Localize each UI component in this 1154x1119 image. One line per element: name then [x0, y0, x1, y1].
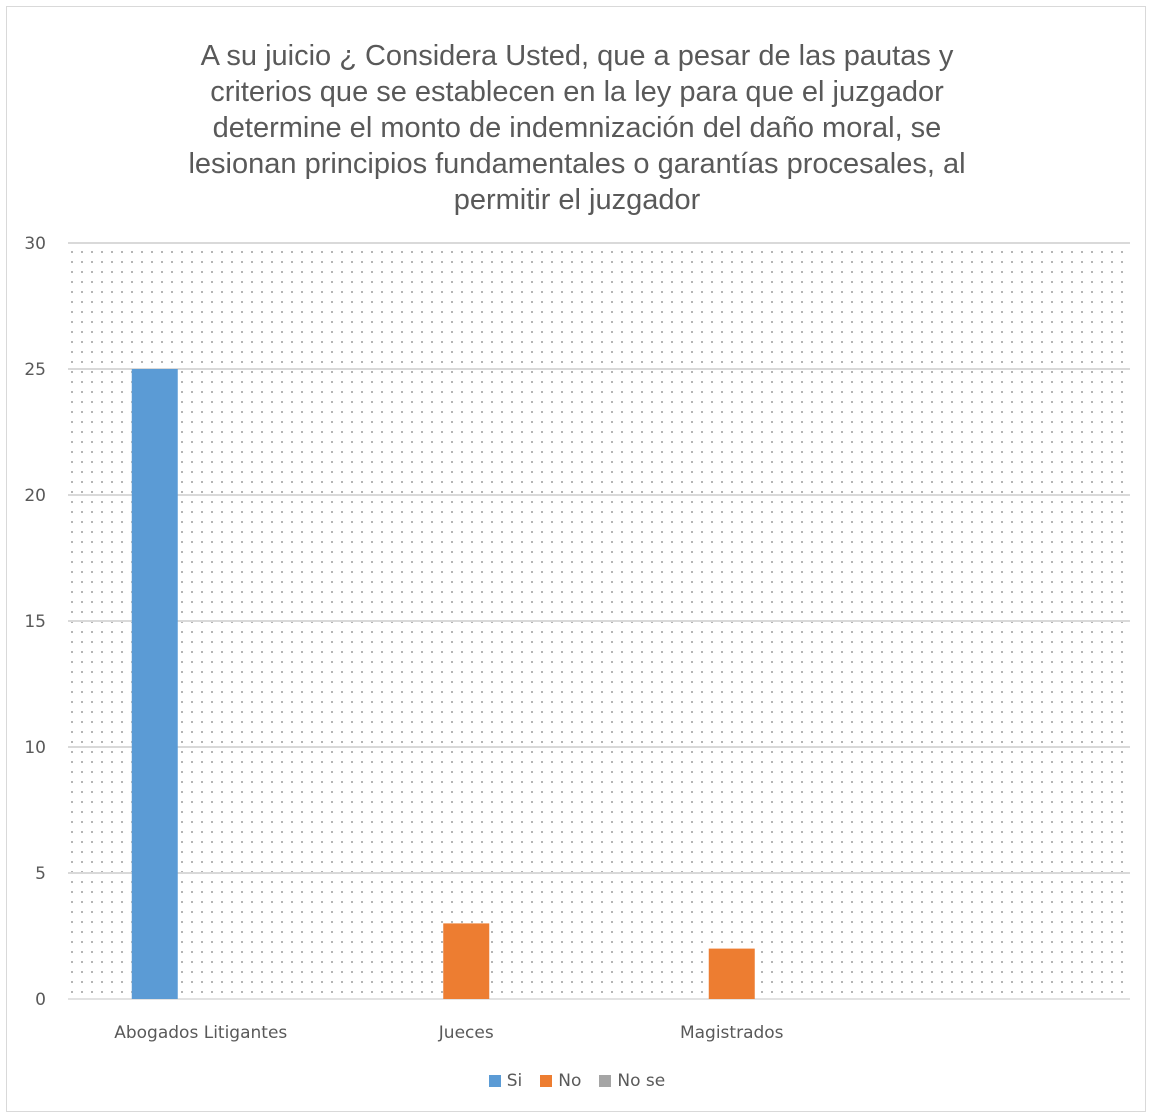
legend-item-no-se: No se — [599, 1071, 665, 1091]
chart-title-line: lesionan principios fundamentales o gara… — [188, 148, 966, 180]
legend: Si No No se — [0, 1071, 1154, 1091]
y-tick-label: 25 — [24, 360, 46, 380]
legend-label-no-se: No se — [617, 1071, 666, 1091]
y-tick-label: 30 — [24, 234, 46, 254]
bar-si-abogados-litigantes — [131, 369, 178, 999]
bar-no-jueces — [443, 923, 490, 999]
x-axis-categories: Abogados Litigantes Jueces Magistrados — [114, 1023, 783, 1043]
chart-title-line: criterios que se establecen en la ley pa… — [210, 76, 944, 108]
y-tick-label: 10 — [24, 738, 46, 758]
legend-item-no: No — [540, 1071, 581, 1091]
chart-title: A su juicio ¿ Considera Usted, que a pes… — [0, 38, 1154, 218]
x-category-label: Jueces — [438, 1023, 494, 1043]
y-tick-label: 5 — [35, 864, 46, 884]
chart-title-line: A su juicio ¿ Considera Usted, que a pes… — [200, 40, 954, 72]
legend-label-si: Si — [506, 1071, 523, 1091]
y-axis-ticks: 0 5 10 15 20 25 30 — [24, 234, 46, 1010]
y-tick-label: 0 — [35, 990, 46, 1010]
bar-no-magistrados — [708, 948, 755, 999]
gridlines — [68, 242, 1130, 1000]
legend-item-si: Si — [488, 1071, 523, 1091]
chart-title-line: permitir el juzgador — [453, 184, 701, 216]
chart-title-line: determine el monto de indemnización del … — [212, 112, 942, 144]
legend-label-no: No — [558, 1071, 582, 1091]
y-tick-label: 15 — [24, 612, 46, 632]
y-tick-label: 20 — [24, 486, 46, 506]
legend-swatch-no-se — [599, 1075, 612, 1087]
bars — [131, 369, 755, 999]
x-category-label: Abogados Litigantes — [114, 1023, 287, 1043]
legend-swatch-si — [488, 1075, 501, 1087]
legend-swatch-no — [540, 1075, 553, 1087]
x-category-label: Magistrados — [680, 1023, 784, 1043]
